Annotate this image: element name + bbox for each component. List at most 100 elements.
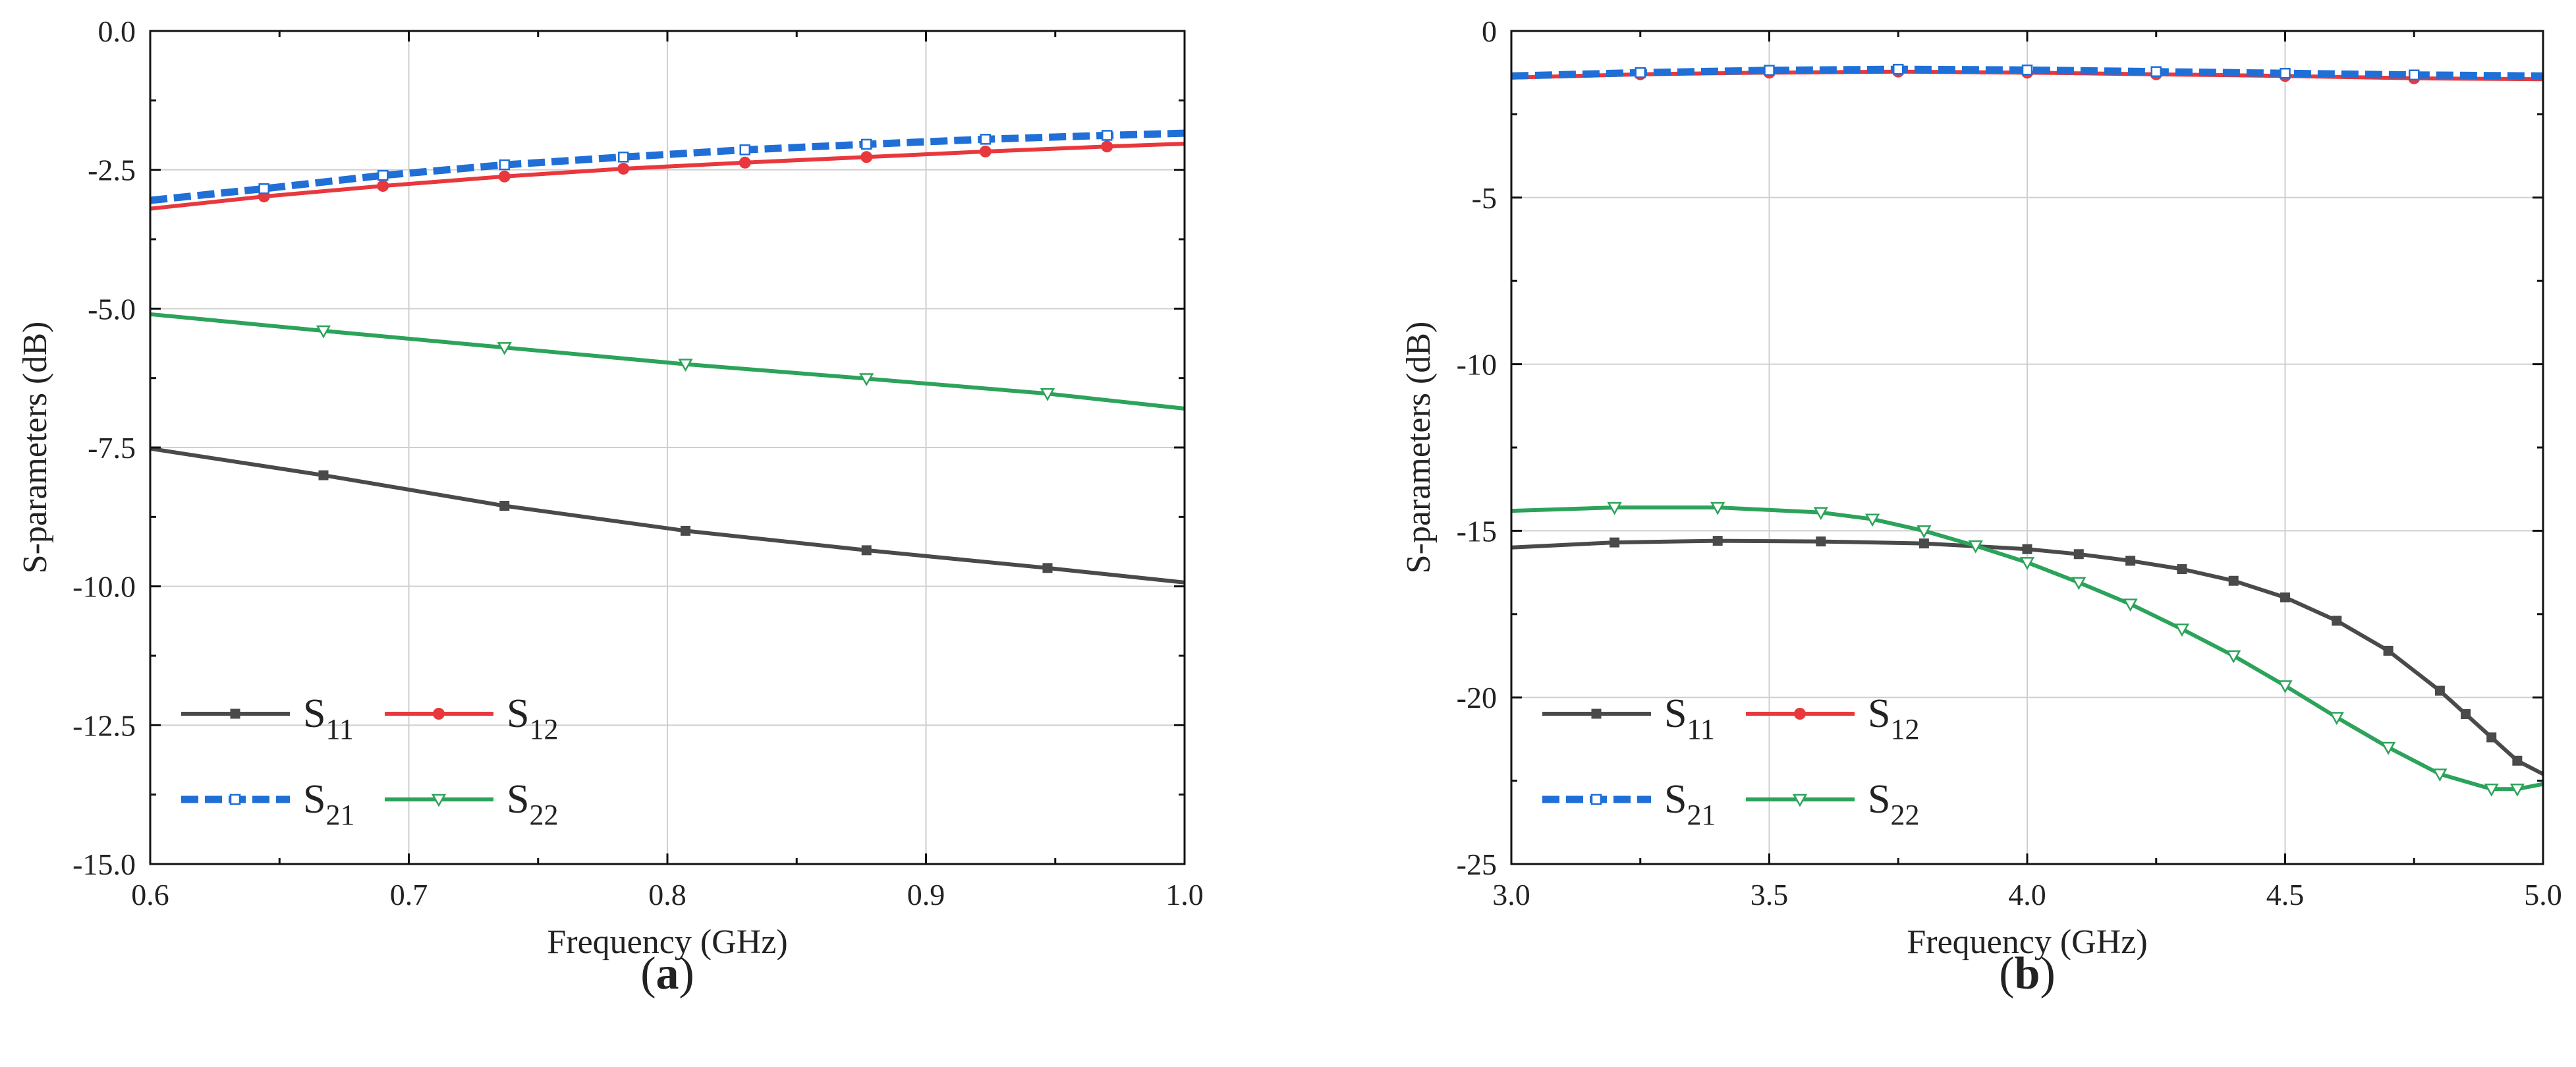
data-point-s11 xyxy=(1610,537,1620,548)
legend-label: S12 xyxy=(1868,691,1919,745)
x-tick-label: 0.8 xyxy=(648,878,686,911)
data-point-s11 xyxy=(2461,708,2471,719)
data-point-s21 xyxy=(1635,67,1646,78)
panel-label-close-paren: ) xyxy=(2040,948,2055,999)
x-tick-label: 3.0 xyxy=(1492,878,1530,911)
y-tick-label: 0.0 xyxy=(98,14,136,48)
data-point-s21 xyxy=(499,159,510,171)
legend-label-base: S xyxy=(507,777,529,822)
data-point-s21 xyxy=(1893,63,1904,75)
data-point-s22 xyxy=(2509,783,2525,797)
legend-swatch-marker xyxy=(1591,708,1602,719)
x-tick-label: 3.5 xyxy=(1750,878,1789,911)
data-point-s22 xyxy=(2174,623,2190,637)
data-point-s22 xyxy=(2019,557,2035,570)
legend-label-subscript: 22 xyxy=(529,799,558,831)
data-point-s11 xyxy=(2177,564,2187,575)
y-tick-label: -15 xyxy=(1457,514,1497,548)
data-point-s11 xyxy=(1816,536,1826,547)
legend-item-s22: S22 xyxy=(1746,777,1919,831)
legend-label-base: S xyxy=(303,777,325,822)
data-point-s12 xyxy=(979,145,992,158)
series-line-s21 xyxy=(1511,65,2544,80)
legend-label-base: S xyxy=(1664,777,1687,822)
x-tick-label: 0.9 xyxy=(907,878,945,911)
legend-item-s12: S12 xyxy=(385,691,558,745)
data-point-s11 xyxy=(1918,538,1929,549)
data-point-s11 xyxy=(2512,755,2523,766)
data-point-s22 xyxy=(1040,388,1055,401)
legend-label-base: S xyxy=(303,691,325,736)
panel-label: (a) xyxy=(640,948,694,999)
data-point-s22 xyxy=(859,373,874,387)
data-point-s11 xyxy=(2434,685,2445,696)
data-point-s22 xyxy=(2278,680,2293,694)
data-point-s22 xyxy=(1864,513,1880,527)
y-tick-label: -5 xyxy=(1472,181,1497,215)
x-tick-label: 0.7 xyxy=(390,878,428,911)
legend-swatch-marker xyxy=(230,708,240,719)
legend-label: S21 xyxy=(303,777,354,831)
x-tick-label: 1.0 xyxy=(1165,878,1204,911)
legend-label: S21 xyxy=(1664,777,1716,831)
legend-item-s21: S21 xyxy=(1542,777,1716,831)
data-point-s12 xyxy=(860,151,873,163)
data-point-s21 xyxy=(378,169,389,181)
data-point-s22 xyxy=(1607,502,1622,515)
y-tick-label: -10.0 xyxy=(72,570,136,604)
legend-label-subscript: 22 xyxy=(1890,799,1919,831)
data-point-s12 xyxy=(739,156,751,169)
x-tick-label: 5.0 xyxy=(2524,878,2562,911)
series-line-s12 xyxy=(150,142,1185,211)
series-s11 xyxy=(150,446,1185,585)
y-tick-label: -7.5 xyxy=(88,431,136,465)
data-point-s21 xyxy=(2021,64,2033,76)
legend-label-subscript: 12 xyxy=(1890,713,1919,745)
data-point-s22 xyxy=(2071,577,2086,591)
y-tick-label: -10 xyxy=(1457,348,1497,382)
series-s22 xyxy=(150,312,1185,411)
legend-item-s22: S22 xyxy=(385,777,558,831)
y-axis-title: S-parameters (dB) xyxy=(1400,322,1438,574)
legend-swatch-marker xyxy=(1590,793,1602,805)
legend-label: S11 xyxy=(1664,691,1715,745)
data-point-s11 xyxy=(2486,732,2497,743)
legend-label: S12 xyxy=(507,691,558,745)
x-axis-title: Frequency (GHz) xyxy=(1907,923,2147,961)
data-point-s11 xyxy=(318,470,329,480)
y-tick-label: -15.0 xyxy=(72,848,136,881)
data-point-s12 xyxy=(1101,140,1113,153)
y-tick-label: 0 xyxy=(1482,14,1497,48)
data-point-s22 xyxy=(1968,540,1983,554)
data-point-s21 xyxy=(2409,69,2420,80)
data-point-s21 xyxy=(980,134,992,145)
legend-label-subscript: 21 xyxy=(325,799,354,831)
legend-swatch-marker xyxy=(431,793,447,807)
data-point-s22 xyxy=(497,342,512,355)
legend-label-base: S xyxy=(1664,691,1687,736)
legend-swatch-marker xyxy=(1794,708,1806,720)
legend-label: S11 xyxy=(303,691,354,745)
data-point-s21 xyxy=(2150,66,2162,77)
data-point-s22 xyxy=(2123,598,2138,612)
panel-label-close-paren: ) xyxy=(679,948,694,999)
data-point-s22 xyxy=(1917,525,1932,538)
data-point-s22 xyxy=(678,359,693,372)
legend-label-base: S xyxy=(1868,777,1890,822)
panel-label: (b) xyxy=(1999,948,2056,999)
legend-label-subscript: 21 xyxy=(1687,799,1716,831)
data-point-s11 xyxy=(2125,556,2136,566)
data-point-s22 xyxy=(2380,741,2396,755)
legend-label: S22 xyxy=(1868,777,1919,831)
x-tick-label: 4.0 xyxy=(2008,878,2046,911)
legend-label-subscript: 11 xyxy=(1687,713,1714,745)
data-point-s11 xyxy=(2073,549,2084,560)
x-axis-title: Frequency (GHz) xyxy=(547,923,787,961)
data-point-s11 xyxy=(2332,616,2342,626)
panel-label-open-paren: ( xyxy=(640,948,656,999)
data-point-s21 xyxy=(739,144,750,156)
chart-panel-a: 0.6 0.7 0.8 0.9 1.0 0.0 -2.5 -5.0 -7.5 -10.0 -12.5… xyxy=(16,14,1204,999)
series-s12 xyxy=(150,140,1185,211)
data-point-s11 xyxy=(1042,563,1053,573)
